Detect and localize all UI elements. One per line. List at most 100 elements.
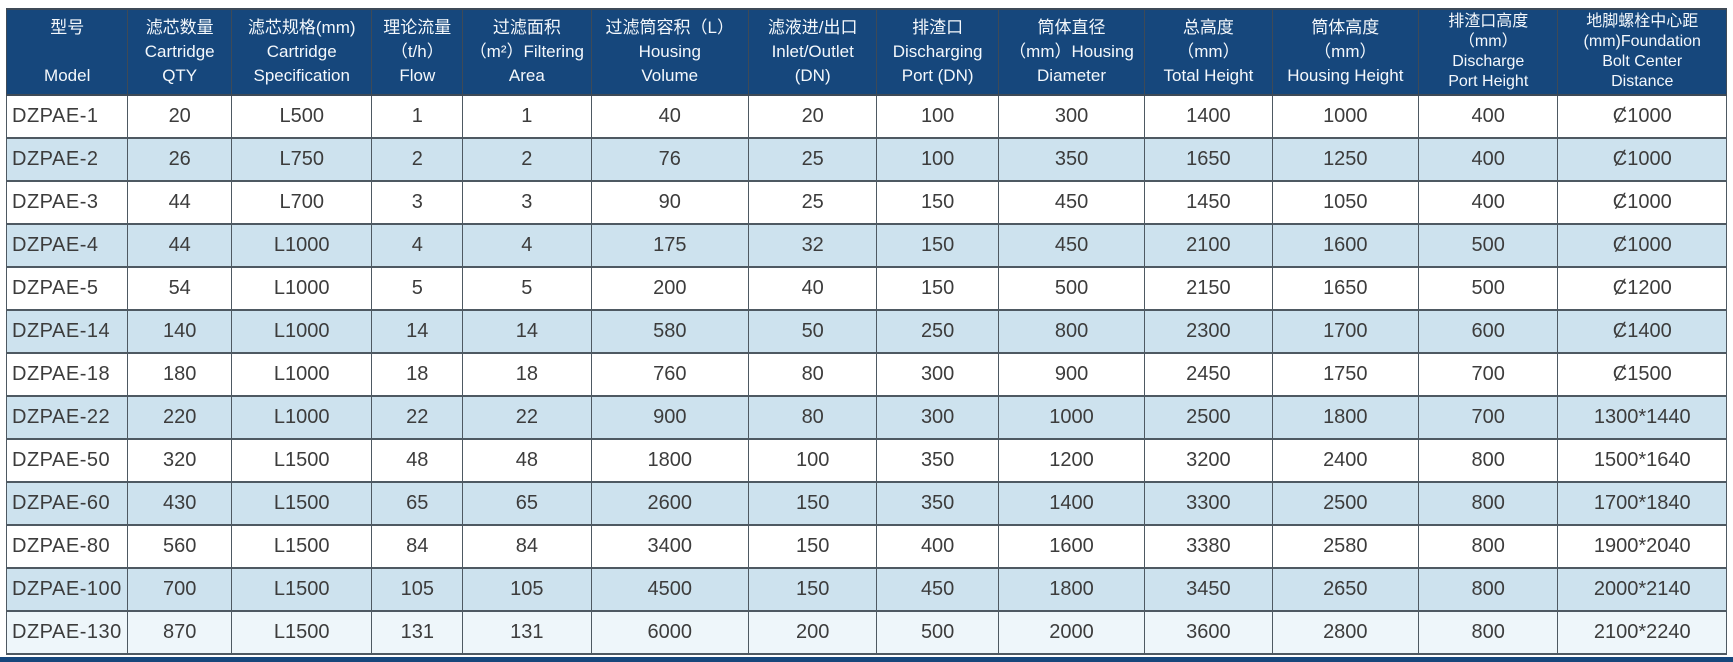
value-cell-cartridge-qty: 20	[127, 94, 232, 139]
header-line: 总高度	[1182, 18, 1234, 37]
value-cell-flow: 18	[371, 352, 464, 397]
column-header-inlet-outlet: 滤液进/出口 Inlet/Outlet (DN)	[747, 8, 878, 96]
value-cell-cartridge-qty: 140	[127, 309, 232, 354]
header-line: Cartridge	[266, 42, 337, 61]
value-cell-inlet-outlet: 40	[747, 266, 878, 311]
table-body: DZPAE-1 20 L500 1 1 40 20 100 300 1400 1000 400 Ȼ100…	[5, 94, 1727, 655]
column-header-cartridge-qty: 滤芯数量 Cartridge QTY	[127, 8, 232, 96]
value-cell-filtering-area: 14	[462, 309, 592, 354]
header-line: Port (DN)	[901, 66, 974, 85]
value-cell-cartridge-spec: L500	[230, 94, 373, 139]
value-cell-housing-height: 2400	[1271, 438, 1420, 483]
value-cell-housing-volume: 6000	[590, 610, 749, 655]
column-header-housing-volume: 过滤筒容积（L） Housing Volume	[590, 8, 749, 96]
value-cell-discharge-port-height: 800	[1417, 481, 1559, 526]
table-row-dzpae-18: DZPAE-18 180 L1000 18 18 760 80 300 900 2450 1750 7…	[5, 352, 1727, 397]
column-header-model: 型号 Model	[5, 8, 129, 96]
value-cell-discharging-port: 250	[876, 309, 999, 354]
value-cell-housing-height: 1800	[1271, 395, 1420, 440]
value-cell-total-height: 3450	[1144, 567, 1273, 612]
value-cell-housing-volume: 4500	[590, 567, 749, 612]
value-cell-cartridge-spec: L1000	[230, 352, 373, 397]
header-line: （m²）Filtering	[469, 42, 584, 61]
value-cell-total-height: 2100	[1144, 223, 1273, 268]
value-cell-total-height: 3300	[1144, 481, 1273, 526]
value-cell-discharging-port: 350	[876, 438, 999, 483]
value-cell-discharging-port: 100	[876, 137, 999, 182]
value-cell-discharge-port-height: 500	[1417, 223, 1559, 268]
value-cell-total-height: 2150	[1144, 266, 1273, 311]
table-row-dzpae-60: DZPAE-60 430 L1500 65 65 2600 150 350 1400 3300 25…	[5, 481, 1727, 526]
value-cell-housing-height: 1600	[1271, 223, 1420, 268]
value-cell-cartridge-spec: L700	[230, 180, 373, 225]
table-row-dzpae-4: DZPAE-4 44 L1000 4 4 175 32 150 450 2100 1600 500 Ȼ1…	[5, 223, 1727, 268]
header-line: 排渣口高度	[1448, 13, 1529, 30]
value-cell-cartridge-qty: 870	[127, 610, 232, 655]
value-cell-total-height: 3600	[1144, 610, 1273, 655]
value-cell-discharging-port: 150	[876, 223, 999, 268]
value-cell-filtering-area: 4	[462, 223, 592, 268]
column-header-housing-height: 筒体高度 （mm） Housing Height	[1271, 8, 1420, 96]
value-cell-cartridge-qty: 54	[127, 266, 232, 311]
value-cell-discharge-port-height: 800	[1417, 438, 1559, 483]
value-cell-inlet-outlet: 200	[747, 610, 878, 655]
value-cell-inlet-outlet: 50	[747, 309, 878, 354]
value-cell-cartridge-spec: L1500	[230, 567, 373, 612]
value-cell-foundation-bolt-distance: 2000*2140	[1557, 567, 1727, 612]
value-cell-housing-diameter: 1600	[997, 524, 1146, 569]
value-cell-discharging-port: 100	[876, 94, 999, 139]
value-cell-foundation-bolt-distance: Ȼ1500	[1557, 352, 1727, 397]
value-cell-total-height: 3200	[1144, 438, 1273, 483]
header-line: Total Height	[1163, 66, 1254, 85]
header-line: Cartridge	[144, 42, 215, 61]
value-cell-housing-height: 1000	[1271, 94, 1420, 139]
value-cell-filtering-area: 84	[462, 524, 592, 569]
value-cell-flow: 4	[371, 223, 464, 268]
table-row-dzpae-1: DZPAE-1 20 L500 1 1 40 20 100 300 1400 1000 400 Ȼ100…	[5, 94, 1727, 139]
model-cell: DZPAE-5	[5, 266, 129, 311]
value-cell-cartridge-qty: 44	[127, 223, 232, 268]
header-line: (mm)Foundation	[1583, 33, 1701, 50]
header-line: （mm）Housing	[1009, 42, 1134, 61]
model-cell: DZPAE-18	[5, 352, 129, 397]
value-cell-discharge-port-height: 800	[1417, 567, 1559, 612]
value-cell-total-height: 1650	[1144, 137, 1273, 182]
value-cell-housing-diameter: 1800	[997, 567, 1146, 612]
value-cell-housing-volume: 175	[590, 223, 749, 268]
table-row-dzpae-14: DZPAE-14 140 L1000 14 14 580 50 250 800 2300 1700 6…	[5, 309, 1727, 354]
value-cell-filtering-area: 2	[462, 137, 592, 182]
header-line: Bolt Center	[1602, 53, 1683, 70]
header-line: (DN)	[794, 66, 831, 85]
value-cell-discharging-port: 450	[876, 567, 999, 612]
header-line: （mm）	[1314, 42, 1377, 61]
value-cell-housing-height: 2800	[1271, 610, 1420, 655]
model-cell: DZPAE-80	[5, 524, 129, 569]
value-cell-discharge-port-height: 400	[1417, 94, 1559, 139]
value-cell-housing-volume: 200	[590, 266, 749, 311]
column-header-filtering-area: 过滤面积 （m²）Filtering Area	[462, 8, 592, 96]
value-cell-housing-height: 2500	[1271, 481, 1420, 526]
table-row-dzpae-3: DZPAE-3 44 L700 3 3 90 25 150 450 1450 1050 400 Ȼ100…	[5, 180, 1727, 225]
column-header-housing-diameter: 筒体直径 （mm）Housing Diameter	[997, 8, 1146, 96]
value-cell-inlet-outlet: 80	[747, 352, 878, 397]
value-cell-discharging-port: 150	[876, 180, 999, 225]
value-cell-cartridge-qty: 560	[127, 524, 232, 569]
header-line: Area	[508, 66, 545, 85]
value-cell-housing-height: 2580	[1271, 524, 1420, 569]
value-cell-flow: 22	[371, 395, 464, 440]
value-cell-housing-diameter: 450	[997, 180, 1146, 225]
table-row-dzpae-130: DZPAE-130 870 L1500 131 131 6000 200 500 2000 360…	[5, 610, 1727, 655]
value-cell-housing-height: 2650	[1271, 567, 1420, 612]
value-cell-housing-diameter: 2000	[997, 610, 1146, 655]
value-cell-foundation-bolt-distance: Ȼ1200	[1557, 266, 1727, 311]
model-cell: DZPAE-50	[5, 438, 129, 483]
value-cell-inlet-outlet: 25	[747, 180, 878, 225]
value-cell-foundation-bolt-distance: Ȼ1400	[1557, 309, 1727, 354]
value-cell-housing-diameter: 1400	[997, 481, 1146, 526]
value-cell-discharge-port-height: 400	[1417, 137, 1559, 182]
column-header-flow: 理论流量 （t/h） Flow	[371, 8, 464, 96]
header-line: 筒体高度	[1311, 18, 1380, 37]
value-cell-housing-volume: 760	[590, 352, 749, 397]
header-line: 过滤面积	[492, 18, 561, 37]
